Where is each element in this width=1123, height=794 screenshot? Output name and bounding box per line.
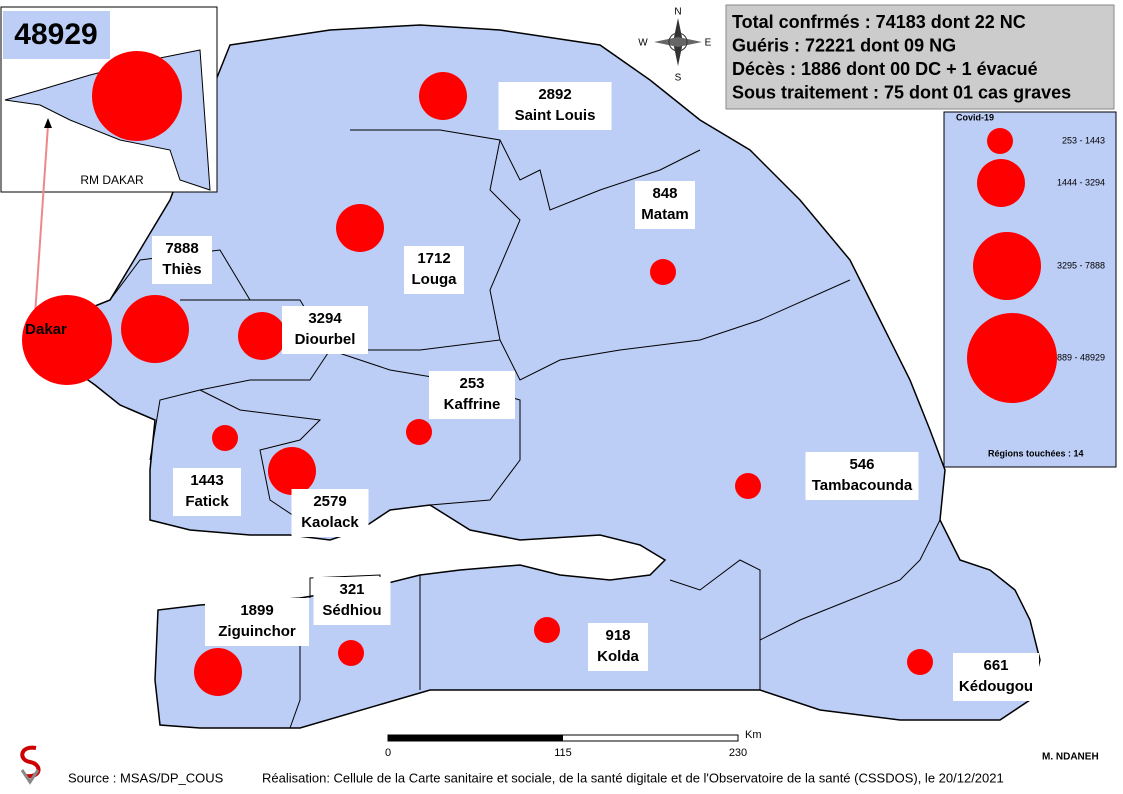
region-value: 1443 bbox=[190, 472, 223, 489]
region-name: Kaolack bbox=[301, 514, 359, 531]
summary-line: Sous traitement : 75 dont 01 cas graves bbox=[732, 82, 1071, 102]
case-bubble bbox=[268, 447, 316, 495]
region-label-box bbox=[805, 452, 919, 500]
region-name: Louga bbox=[412, 271, 458, 288]
legend-title: Covid-19 bbox=[956, 112, 994, 122]
region-name: Tambacounda bbox=[812, 477, 913, 494]
region-value: 1712 bbox=[417, 250, 450, 267]
region-value: 253 bbox=[459, 375, 484, 392]
compass bbox=[654, 18, 702, 66]
compass-n: N bbox=[674, 7, 681, 18]
region-name: Thiès bbox=[162, 261, 201, 278]
region-name: Kaffrine bbox=[444, 396, 501, 413]
region-name: Sédhiou bbox=[322, 602, 381, 619]
legend-label: 253 - 1443 bbox=[1062, 135, 1105, 145]
legend-footer: Régions touchées : 14 bbox=[988, 448, 1084, 458]
region-label-box bbox=[313, 577, 391, 625]
region-value: 321 bbox=[339, 581, 364, 598]
case-bubble bbox=[406, 419, 432, 445]
source: Source : MSAS/DP_COUS bbox=[68, 770, 224, 785]
case-bubble bbox=[338, 640, 364, 666]
legend-label: 3295 - 7888 bbox=[1057, 260, 1105, 270]
region-name: Kédougou bbox=[959, 678, 1033, 695]
case-bubble bbox=[907, 649, 933, 675]
logo bbox=[20, 745, 41, 785]
compass-w: W bbox=[638, 38, 648, 49]
legend-label: 7889 - 48929 bbox=[1052, 352, 1105, 362]
scale-bar-fill bbox=[388, 735, 563, 741]
inset-arrow bbox=[44, 118, 52, 128]
author: M. NDANEH bbox=[1042, 752, 1099, 763]
region-label-box bbox=[498, 82, 612, 130]
case-bubble bbox=[735, 473, 761, 499]
scale-unit: Km bbox=[745, 729, 762, 741]
region-label-box bbox=[404, 246, 464, 294]
region-name: Matam bbox=[641, 206, 689, 223]
region-value: 2579 bbox=[313, 493, 346, 510]
region-label-box bbox=[282, 306, 368, 354]
scale-tick: 115 bbox=[554, 747, 572, 759]
inset-pointer bbox=[33, 124, 49, 331]
region-label-box bbox=[635, 181, 695, 229]
legend-symbol bbox=[973, 232, 1041, 300]
inset-label: RM DAKAR bbox=[80, 173, 144, 187]
region-value: 7888 bbox=[165, 240, 198, 257]
case-bubble bbox=[419, 72, 467, 120]
region-label-box bbox=[173, 468, 241, 516]
case-bubble bbox=[238, 312, 286, 360]
region-label-box bbox=[152, 236, 212, 284]
legend-symbol bbox=[987, 128, 1013, 154]
scale-tick: 230 bbox=[729, 747, 747, 759]
scale-tick: 0 bbox=[385, 747, 391, 759]
case-bubble bbox=[650, 259, 676, 285]
summary-line: Décès : 1886 dont 00 DC + 1 évacué bbox=[732, 59, 1038, 79]
dakar-total: 48929 bbox=[14, 18, 97, 51]
region-value: 848 bbox=[652, 185, 677, 202]
compass-s: S bbox=[675, 73, 682, 84]
region-label-box bbox=[205, 598, 309, 646]
region-name: Kolda bbox=[597, 648, 639, 665]
region-name: Diourbel bbox=[295, 331, 356, 348]
region-value: 2892 bbox=[538, 86, 571, 103]
region-value: 1899 bbox=[240, 602, 273, 619]
region-value: 546 bbox=[849, 456, 874, 473]
summary-line: Guéris : 72221 dont 09 NG bbox=[732, 35, 956, 55]
region-value: 661 bbox=[983, 657, 1008, 674]
region-name: Fatick bbox=[185, 493, 229, 510]
region-value: 3294 bbox=[308, 310, 342, 327]
case-bubble bbox=[336, 204, 384, 252]
region-label-box bbox=[429, 371, 515, 419]
case-bubble bbox=[194, 648, 242, 696]
region-name: Saint Louis bbox=[515, 107, 596, 124]
country-shape bbox=[28, 24, 1041, 729]
legend-symbol bbox=[977, 159, 1025, 207]
summary-box bbox=[725, 4, 1115, 110]
summary-line: Total confrmés : 74183 dont 22 NC bbox=[732, 12, 1026, 32]
case-bubble bbox=[121, 295, 189, 363]
region-label-box bbox=[953, 653, 1039, 701]
inset-bubble bbox=[92, 51, 182, 141]
legend-symbol bbox=[967, 313, 1057, 403]
credit: Réalisation: Cellule de la Carte sanitai… bbox=[262, 770, 1004, 785]
case-bubble bbox=[22, 295, 112, 385]
dakar-box bbox=[3, 11, 110, 59]
region-label-box bbox=[291, 489, 369, 537]
compass-e: E bbox=[705, 38, 712, 49]
case-bubble bbox=[212, 425, 238, 451]
region-label-box bbox=[588, 623, 648, 671]
case-bubble bbox=[534, 617, 560, 643]
legend-label: 1444 - 3294 bbox=[1057, 177, 1105, 187]
region-name: Ziguinchor bbox=[218, 623, 296, 640]
region-value: 918 bbox=[605, 627, 630, 644]
region-name: Dakar bbox=[25, 321, 67, 338]
